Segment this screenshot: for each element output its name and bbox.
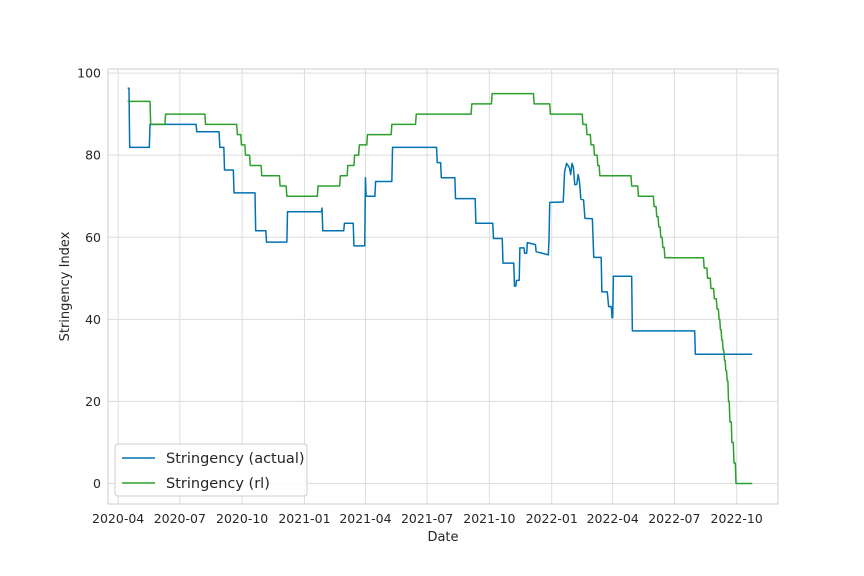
plot-frame: [107, 68, 779, 505]
y-axis-ticks: 0 20 40 60 80 100: [77, 66, 101, 491]
x-tick-label: 2021-07: [401, 511, 453, 526]
x-tick-label: 2022-07: [648, 511, 700, 526]
series-line-actual: [127, 87, 753, 355]
x-axis-ticks: 2020-04 2020-07 2020-10 2021-01 2021-04 2021-…: [92, 511, 763, 526]
y-tick-label: 100: [77, 66, 101, 81]
y-tick-label: 60: [85, 230, 101, 245]
x-tick-label: 2020-04: [92, 511, 144, 526]
legend-label-rl: Stringency (rl): [166, 476, 270, 492]
plot-area: [107, 68, 779, 505]
legend-box: [114, 443, 308, 497]
y-tick-label: 40: [85, 312, 101, 327]
y-axis-label: Stringency Index: [58, 231, 73, 341]
grid-lines: [108, 69, 778, 504]
y-tick-label: 80: [85, 148, 101, 163]
x-tick-label: 2022-10: [711, 511, 763, 526]
y-tick-label: 0: [93, 476, 101, 491]
plot-background: [108, 69, 778, 504]
x-axis-label: Date: [427, 530, 458, 545]
x-tick-label: 2021-10: [463, 511, 515, 526]
legend-label-actual: Stringency (actual): [166, 451, 305, 467]
x-tick-label: 2022-04: [587, 511, 639, 526]
series-line-rl: [127, 92, 753, 485]
series-layer: [127, 87, 753, 485]
y-tick-label: 20: [85, 394, 101, 409]
x-tick-label: 2021-04: [339, 511, 391, 526]
x-tick-label: 2020-07: [154, 511, 206, 526]
x-tick-label: 2020-10: [216, 511, 268, 526]
x-tick-label: 2022-01: [526, 511, 578, 526]
x-tick-label: 2021-01: [278, 511, 330, 526]
legend: Stringency (actual) Stringency (rl): [114, 443, 308, 497]
